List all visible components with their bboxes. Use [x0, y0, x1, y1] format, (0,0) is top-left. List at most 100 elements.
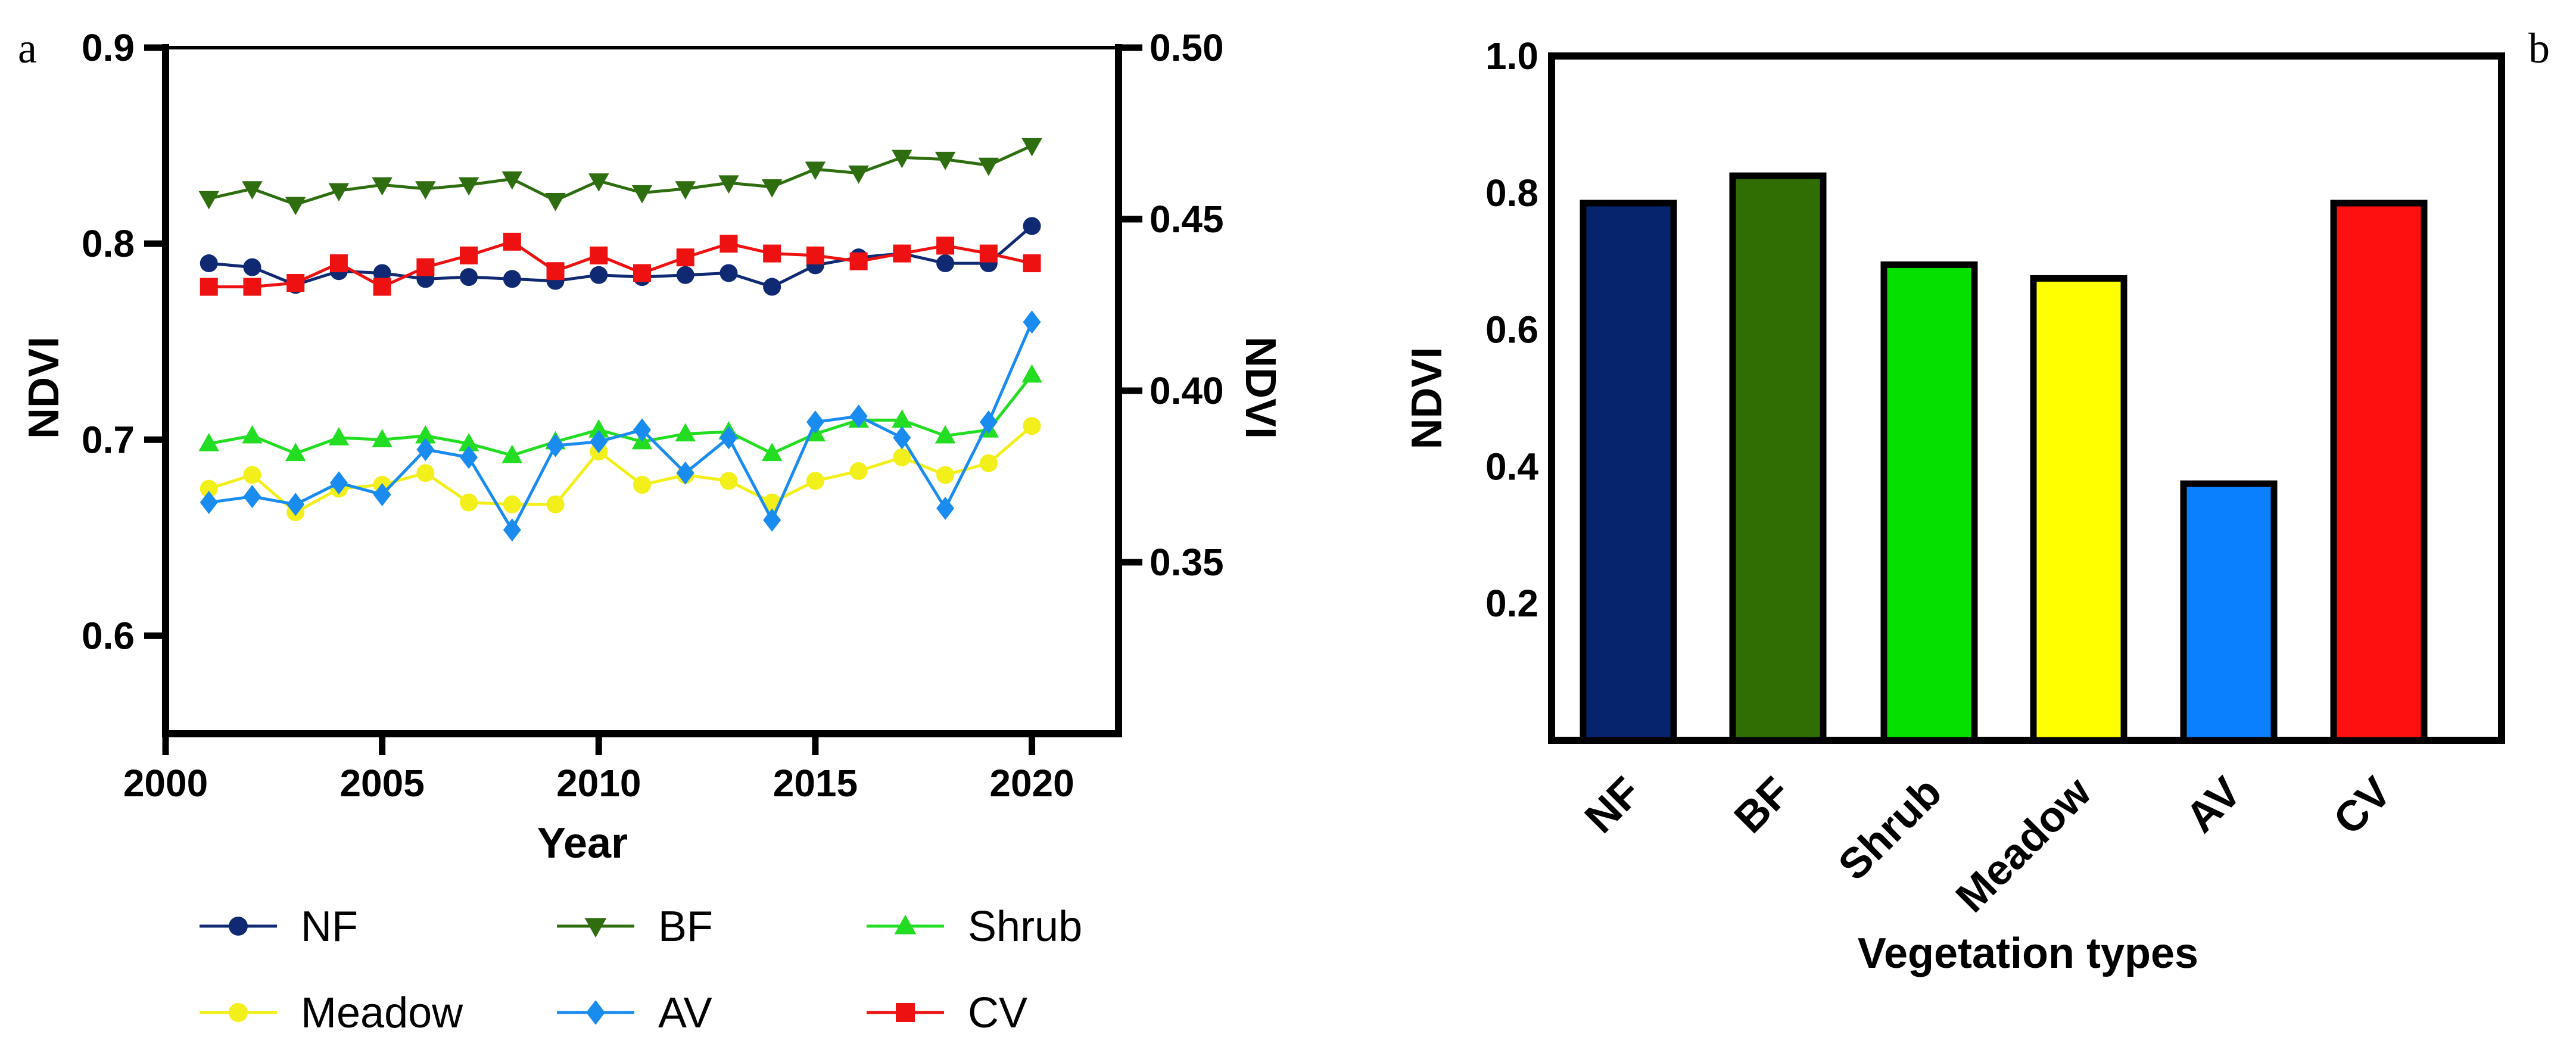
data-point-shrub	[675, 423, 696, 442]
series-line-bf	[208, 144, 1033, 206]
line-chart-panel-a: 2000 2005 2010 2015 2020 0.6 0.7 0.8 0.9 0.35 0.40…	[20, 26, 1284, 1037]
data-point-bf	[458, 177, 479, 196]
left-y-tick-label: 0.9	[82, 26, 135, 69]
legend-item-nf: NF	[200, 903, 358, 951]
data-point-nf	[460, 268, 478, 286]
data-point-av	[373, 482, 391, 506]
data-point-nf	[373, 264, 391, 282]
data-point-cv	[893, 244, 911, 263]
data-point-cv	[633, 264, 651, 282]
right-y-tick-label: 0.45	[1150, 198, 1224, 241]
legend-label: Meadow	[301, 989, 463, 1037]
data-point-cv	[503, 232, 521, 251]
data-point-bf	[892, 149, 912, 169]
data-point-shrub	[285, 443, 306, 462]
data-point-meadow	[633, 475, 651, 494]
series-nf	[200, 217, 1041, 296]
data-point-cv	[1023, 254, 1041, 273]
data-point-bf	[761, 179, 783, 198]
data-point-av	[243, 485, 261, 509]
series-av	[200, 310, 1041, 542]
left-y-tick-label: 0.8	[82, 222, 135, 265]
data-point-bf	[718, 175, 739, 194]
x-tick-label: 2015	[773, 762, 858, 805]
data-point-av	[286, 493, 305, 516]
data-point-cv	[460, 246, 478, 264]
left-y-axis-title: NDVI	[20, 337, 68, 439]
legend-marker	[229, 1003, 248, 1022]
legend-item-cv: CV	[867, 989, 1027, 1037]
data-point-meadow	[460, 493, 478, 512]
data-point-av	[416, 438, 435, 462]
bar-cv	[2330, 200, 2428, 744]
legend-item-bf: BF	[557, 903, 713, 951]
category-label-nf: NF	[1576, 768, 1650, 842]
x-axis-title: Year	[537, 820, 628, 867]
data-point-meadow	[200, 479, 218, 498]
x-axis-title: Vegetation types	[1858, 930, 2198, 977]
data-point-nf	[676, 266, 694, 284]
data-point-cv	[936, 236, 955, 255]
data-point-meadow	[893, 448, 911, 466]
data-point-shrub	[588, 419, 609, 438]
data-point-bf	[328, 183, 350, 202]
data-point-bf	[631, 185, 653, 204]
data-point-meadow	[1023, 417, 1041, 435]
data-point-shrub	[328, 426, 350, 446]
category-label-bf: BF	[1725, 768, 1799, 842]
data-point-cv	[806, 246, 824, 264]
data-point-bf	[198, 191, 219, 210]
data-point-bf	[935, 151, 956, 170]
bar-bf	[1729, 172, 1827, 744]
data-point-av	[676, 461, 694, 485]
data-point-av	[590, 430, 608, 454]
category-label-av: AV	[2177, 768, 2251, 842]
data-point-shrub	[761, 443, 783, 462]
legend-marker	[229, 917, 248, 936]
data-point-av	[503, 518, 521, 542]
x-tick-label: 2010	[556, 762, 641, 805]
data-point-av	[806, 410, 824, 434]
data-point-cv	[373, 278, 391, 296]
data-point-cv	[719, 235, 738, 253]
bar-nf	[1580, 200, 1677, 744]
right-y-tick-label: 0.35	[1150, 541, 1224, 584]
x-tick-label: 2005	[339, 762, 424, 805]
right-y-tick-label: 0.50	[1150, 26, 1224, 69]
legend-label: NF	[301, 903, 358, 951]
data-point-cv	[200, 278, 218, 296]
y-tick-label: 0.8	[1485, 172, 1538, 214]
panel-a-label: a	[18, 24, 37, 72]
data-point-av	[979, 410, 998, 434]
x-tick-label: 2020	[989, 762, 1074, 805]
legend-marker	[584, 918, 607, 938]
data-point-av	[936, 496, 955, 520]
legend-marker	[894, 914, 917, 934]
data-point-av	[893, 426, 911, 450]
data-point-bf	[502, 171, 523, 190]
data-point-av	[633, 418, 651, 442]
data-point-cv	[416, 258, 435, 276]
data-point-av	[546, 434, 565, 457]
data-point-nf	[243, 258, 261, 276]
data-point-av	[719, 426, 738, 450]
data-point-meadow	[416, 464, 435, 482]
data-point-cv	[286, 273, 305, 292]
data-point-shrub	[372, 429, 393, 448]
y-tick-label: 0.4	[1485, 445, 1538, 488]
bar-av	[2180, 480, 2278, 744]
data-point-cv	[546, 262, 565, 281]
data-point-meadow	[503, 495, 521, 513]
data-point-bf	[242, 181, 263, 200]
legend-label: BF	[658, 903, 713, 951]
data-point-av	[460, 446, 478, 469]
data-point-shrub	[415, 425, 436, 444]
data-point-shrub	[198, 432, 219, 451]
data-point-av	[763, 508, 781, 532]
x-tick-label: 2000	[123, 762, 208, 805]
data-point-meadow	[546, 495, 565, 513]
y-tick-label: 0.2	[1485, 582, 1538, 625]
data-point-av	[849, 404, 868, 428]
data-point-nf	[200, 254, 218, 273]
